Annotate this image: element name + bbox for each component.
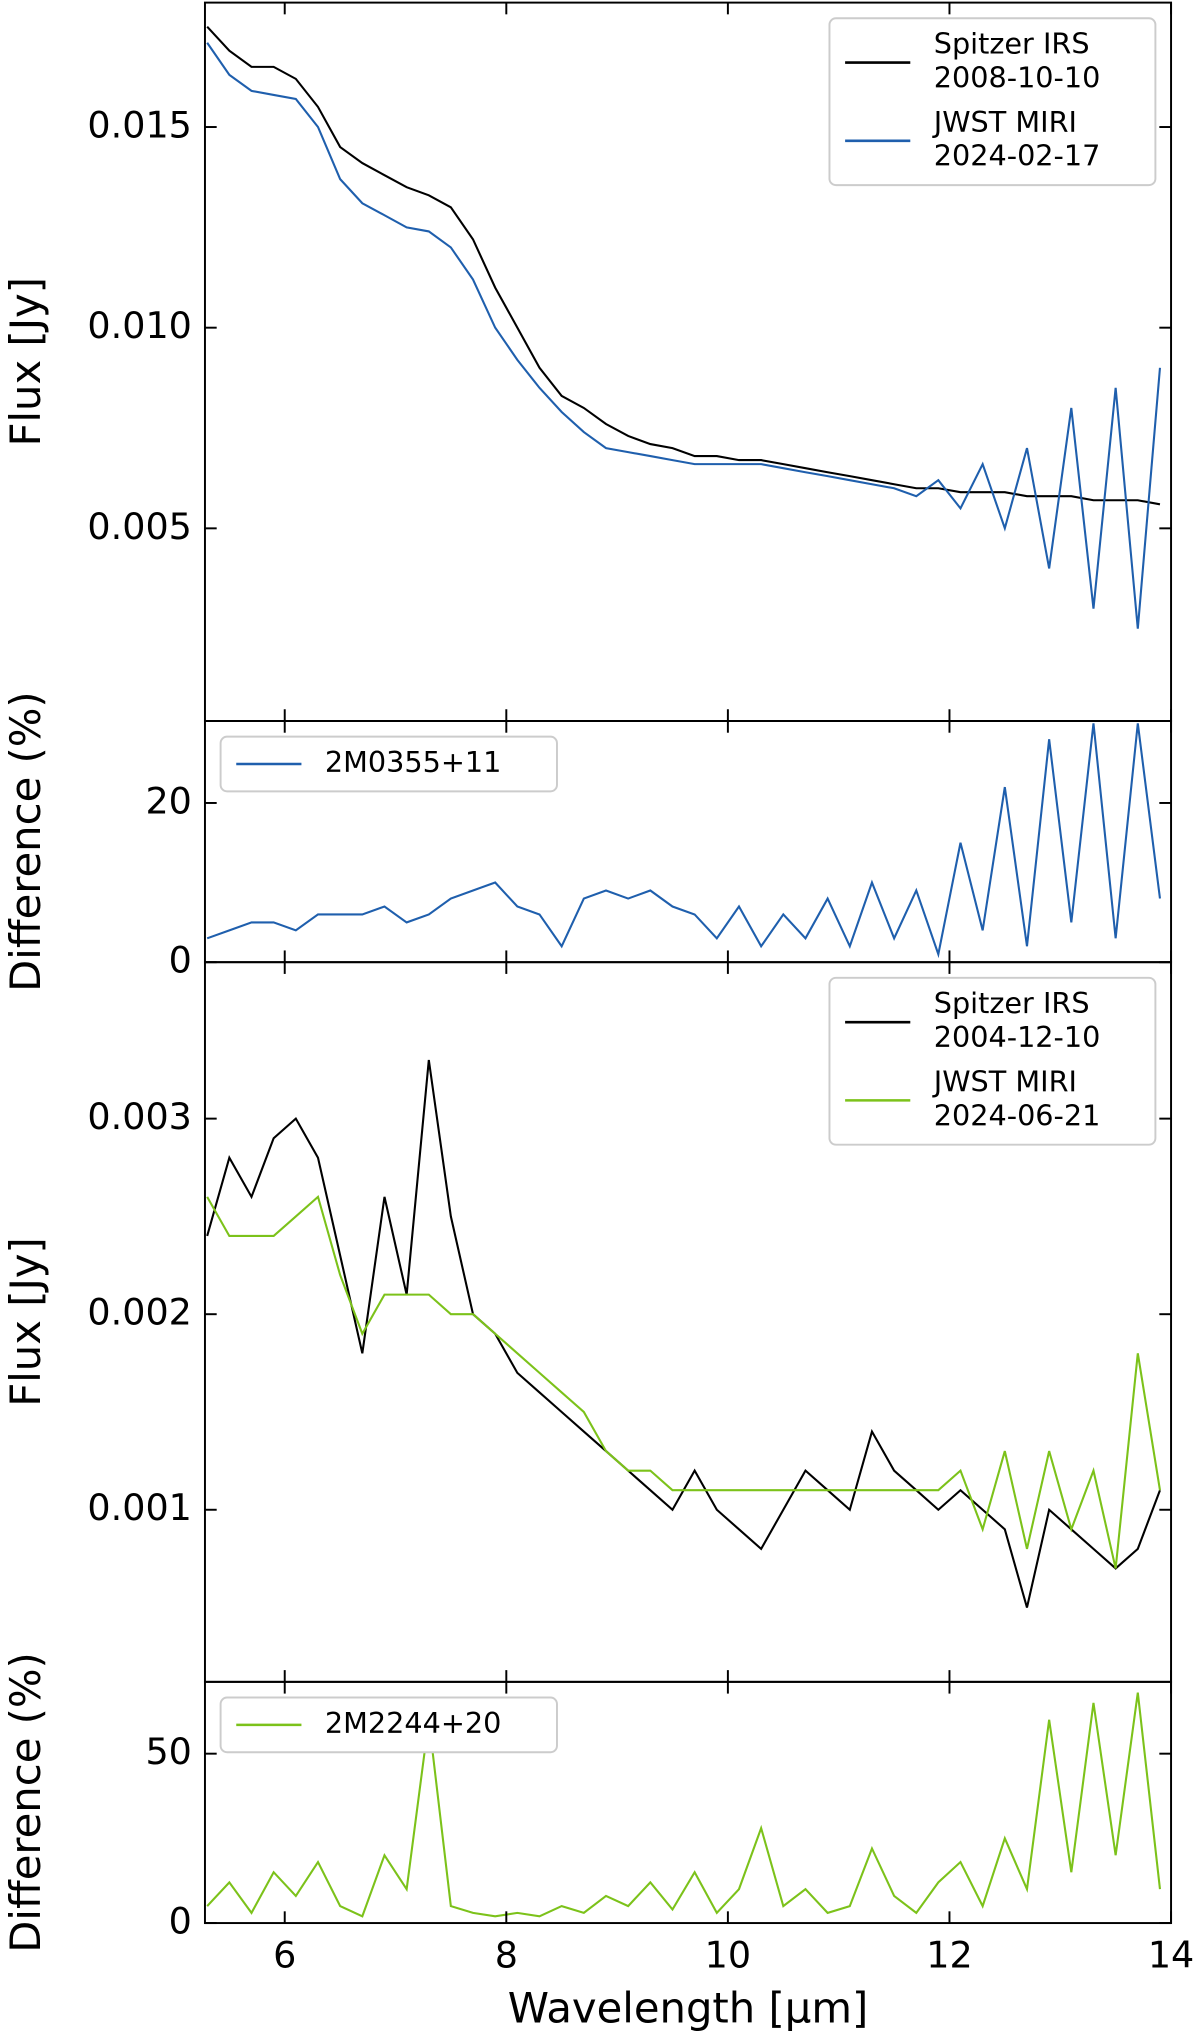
legend-line: 2M0355+11 [325,745,501,779]
legend-label: JWST MIRI 2024-02-17 [932,105,1101,173]
x-tick-label: 14 [1148,1933,1194,1976]
legend-line: 2004-12-10 [934,1020,1101,1054]
x-tick-label: 10 [705,1933,751,1976]
series-line [206,1194,1161,1569]
y-axis-label: Difference (%) [1,1652,50,1953]
x-tick-label: 8 [495,1933,518,1976]
y-tick-label: 0 [169,939,192,982]
y-tick-label: 0.015 [87,104,192,147]
series-line [206,26,1161,506]
legend-label: JWST MIRI 2024-06-21 [932,1064,1101,1132]
y-tick-label: 0.003 [87,1095,192,1138]
series-line [206,1692,1162,1918]
legend-label: 2M2244+20 [325,1706,501,1740]
legend-box [828,17,1157,187]
legend-line: JWST MIRI [932,105,1086,139]
legend-box [219,1696,558,1754]
y-tick-label: 20 [145,779,191,822]
legend-line: JWST MIRI [932,1064,1086,1098]
series-line [206,42,1162,629]
legend-box [219,735,558,793]
y-tick-label: 0.002 [87,1291,192,1334]
series-line [206,723,1162,959]
y-tick-label: 0.010 [87,304,192,347]
y-tick-label: 0.001 [87,1486,192,1529]
y-tick-label: 0.005 [87,505,192,548]
legend-line: Spitzer IRS [934,986,1099,1020]
x-tick-label: 12 [926,1933,972,1976]
x-tick-label: 6 [273,1933,296,1976]
legend-label: Spitzer IRS 2008-10-10 [934,27,1101,95]
legend-label: 2M0355+11 [325,745,501,779]
legend-label: Spitzer IRS 2004-12-10 [934,986,1101,1054]
y-tick-label: 0 [169,1900,192,1943]
legend-line: 2024-06-21 [934,1098,1101,1132]
y-axis-label: Flux [Jy] [1,1237,50,1407]
x-axis-label: Wavelength [μm] [508,1984,868,2033]
legend-line: 2024-02-17 [934,139,1101,173]
axes-frame [203,1680,1173,1925]
legend-line: 2008-10-10 [934,61,1101,95]
y-axis-label: Flux [Jy] [1,277,50,447]
y-axis-label: Difference (%) [1,691,50,992]
legend-box [828,976,1157,1146]
y-tick-label: 50 [145,1730,191,1773]
legend-line: 2M2244+20 [325,1706,501,1740]
legend-line: Spitzer IRS [934,27,1099,61]
